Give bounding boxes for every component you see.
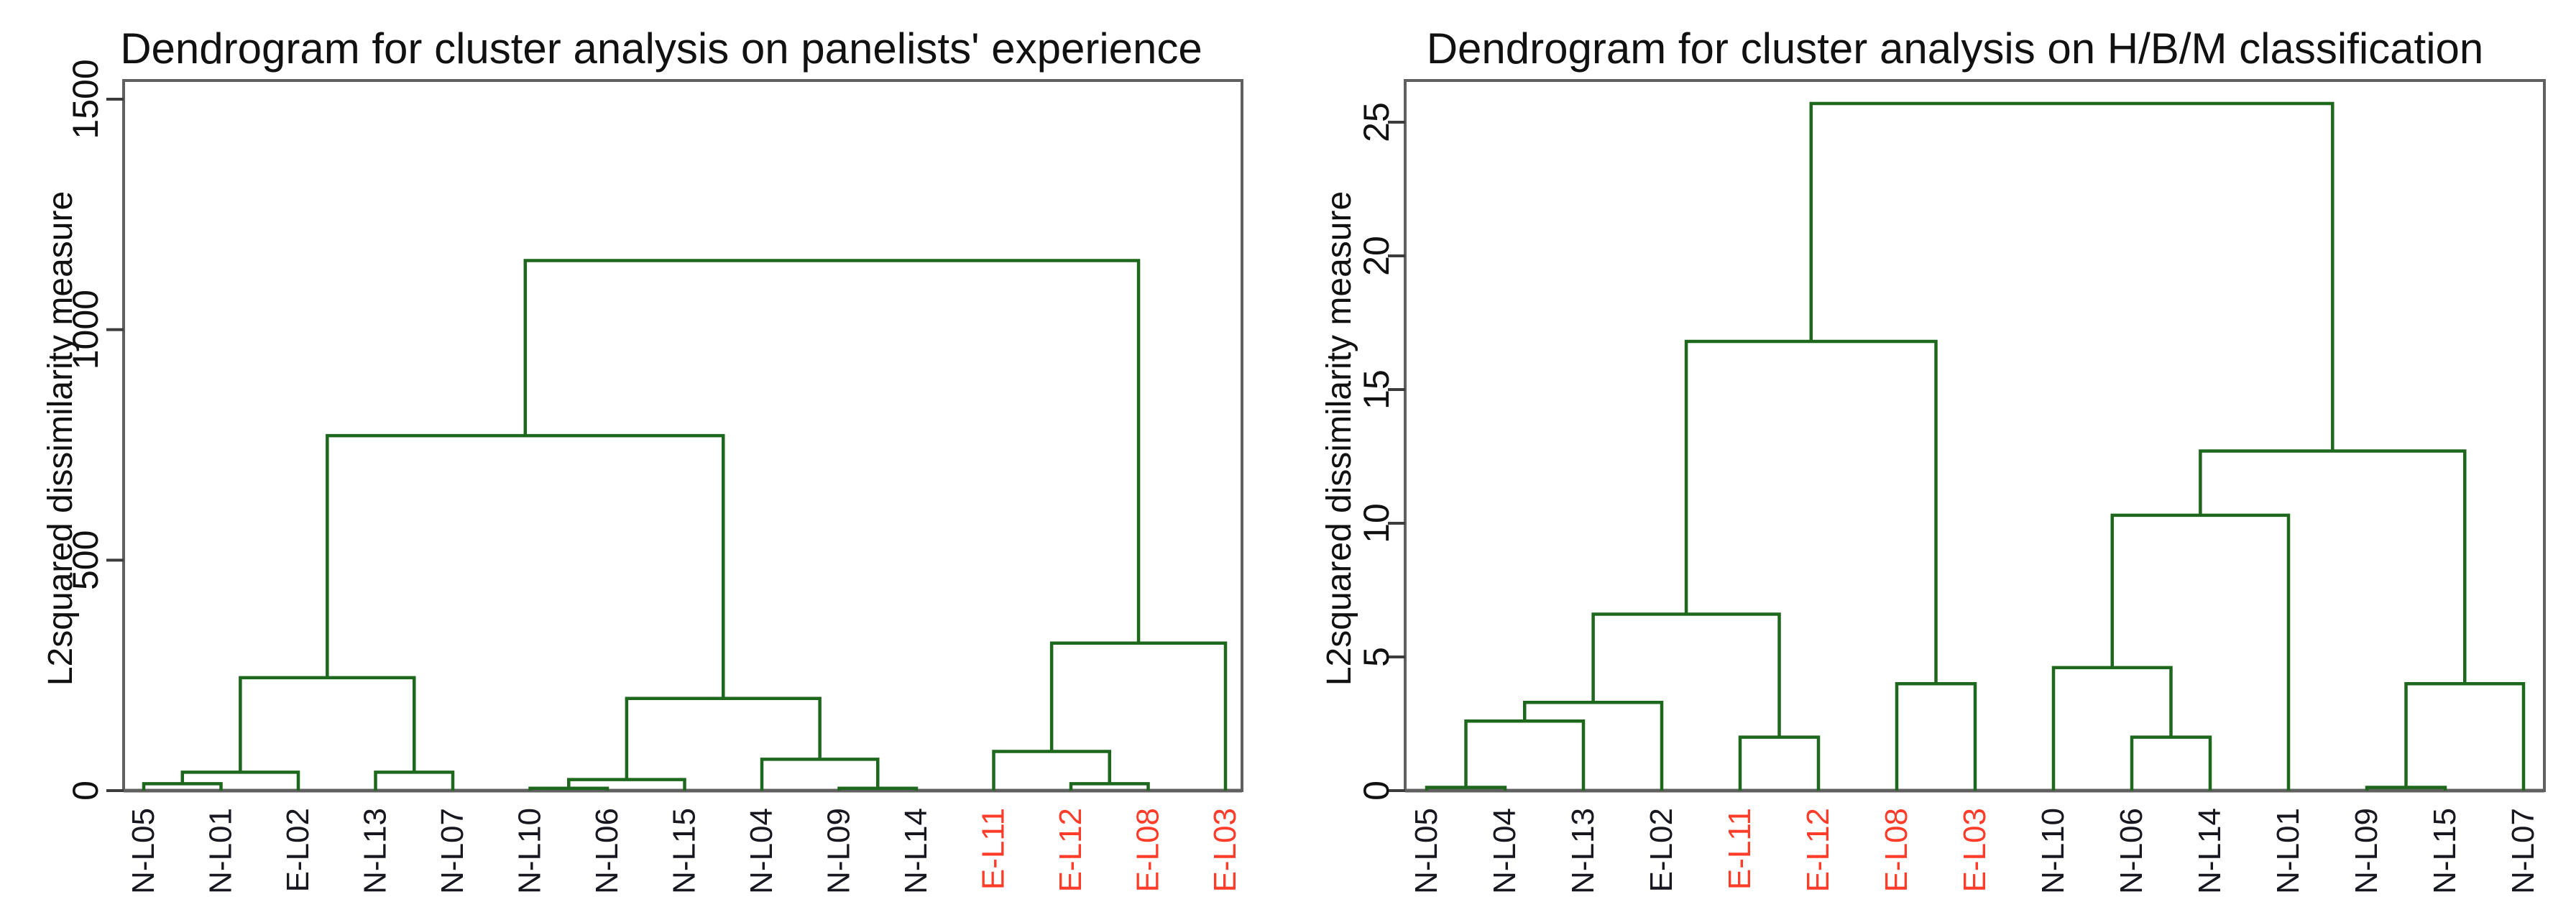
- y-axis-title: L2squared dissimilarity measure: [42, 191, 80, 686]
- leaf-label: N-L14: [2192, 808, 2227, 894]
- cluster-link: [2110, 513, 2291, 791]
- leaf-label: N-L15: [667, 808, 702, 894]
- cluster-link: [1464, 719, 1586, 791]
- y-tick-label: 0: [1356, 781, 1397, 801]
- dendrogram-tree: [1425, 101, 2526, 791]
- leaf-labels: N-L05 N-L01 E-L02 N-L13 N-L07 N-L10 N-L06 N-L15…: [126, 808, 1243, 894]
- y-tick-label: 15: [1356, 369, 1397, 410]
- y-tick-label: 1500: [65, 59, 106, 139]
- cluster-link: [326, 433, 725, 699]
- leaf-label-highlighted: E-L08: [1131, 808, 1166, 892]
- cluster-link: [1049, 641, 1228, 791]
- leaf-label-highlighted: E-L11: [976, 808, 1011, 890]
- y-tick-label: 25: [1356, 102, 1397, 142]
- y-tick-label: 20: [1356, 236, 1397, 276]
- cluster-link: [2365, 786, 2447, 791]
- y-tick-label: 500: [65, 530, 106, 590]
- cluster-link: [992, 750, 1111, 791]
- y-tick-label: 5: [1356, 647, 1397, 667]
- leaf-label: N-L07: [2506, 808, 2541, 894]
- leaf-label-highlighted: E-L11: [1722, 808, 1757, 890]
- leaf-labels: N-L05 N-L04 N-L13 E-L02 E-L11 E-L12 E-L08 E-L03…: [1409, 808, 2541, 894]
- leaf-label-highlighted: E-L03: [1957, 808, 1992, 892]
- y-axis: 0 500 1000 1500: [65, 59, 124, 801]
- leaf-label-highlighted: E-L12: [1800, 808, 1836, 892]
- cluster-link: [1684, 339, 1938, 684]
- cluster-link: [1738, 735, 1821, 791]
- leaf-label-highlighted: E-L08: [1879, 808, 1914, 892]
- hbm-dendrogram-chart: Dendrogram for cluster analysis on H/B/M…: [1320, 24, 2546, 894]
- cluster-link: [567, 778, 686, 791]
- leaf-label: N-L04: [744, 808, 779, 894]
- leaf-label: N-L09: [2349, 808, 2384, 894]
- cluster-link: [374, 770, 455, 791]
- dendrogram-tree: [142, 259, 1228, 791]
- leaf-label: N-L14: [898, 808, 934, 894]
- cluster-link: [760, 758, 880, 791]
- cluster-link: [2199, 449, 2467, 684]
- cluster-link: [1895, 681, 1977, 791]
- y-tick-label: 10: [1356, 503, 1397, 543]
- leaf-label: N-L13: [1565, 808, 1601, 894]
- leaf-label: E-L02: [1644, 808, 1679, 892]
- cluster-link: [1425, 786, 1507, 791]
- leaf-label: N-L01: [2271, 808, 2306, 894]
- leaf-label-highlighted: E-L03: [1208, 808, 1243, 892]
- leaf-label: N-L04: [1487, 808, 1522, 894]
- cluster-link: [1809, 101, 2334, 451]
- chart-title: Dendrogram for cluster analysis on H/B/M…: [1427, 24, 2484, 73]
- y-axis: 0 5 10 15 20 25: [1356, 102, 1405, 801]
- cluster-link: [2130, 735, 2212, 791]
- leaf-label: N-L09: [822, 808, 857, 894]
- leaf-label: N-L10: [2036, 808, 2071, 894]
- cluster-link: [2051, 666, 2173, 791]
- leaf-label: N-L06: [2114, 808, 2149, 894]
- cluster-link: [523, 259, 1141, 643]
- y-tick-label: 0: [65, 781, 106, 801]
- cluster-link: [180, 770, 300, 791]
- plot-frame: [122, 79, 1243, 793]
- cluster-link: [625, 696, 822, 780]
- experience-dendrogram-chart: Dendrogram for cluster analysis on panel…: [42, 24, 1243, 894]
- cluster-link: [2404, 681, 2526, 791]
- cluster-link: [239, 676, 416, 773]
- leaf-label: N-L07: [435, 808, 470, 894]
- leaf-label: E-L02: [280, 808, 316, 892]
- leaf-label: N-L13: [358, 808, 393, 894]
- leaf-label: N-L15: [2427, 808, 2462, 894]
- cluster-link: [1591, 612, 1781, 737]
- y-axis-title: L2squared dissimilarity measure: [1320, 191, 1358, 686]
- cluster-link: [1523, 700, 1664, 791]
- leaf-label: N-L05: [126, 808, 161, 894]
- leaf-label: N-L05: [1409, 808, 1444, 894]
- y-tick-label: 1000: [65, 290, 106, 369]
- leaf-label-highlighted: E-L12: [1053, 808, 1088, 892]
- chart-title: Dendrogram for cluster analysis on panel…: [120, 24, 1202, 73]
- leaf-label: N-L10: [512, 808, 548, 894]
- leaf-label: N-L01: [203, 808, 239, 894]
- leaf-label: N-L06: [589, 808, 625, 894]
